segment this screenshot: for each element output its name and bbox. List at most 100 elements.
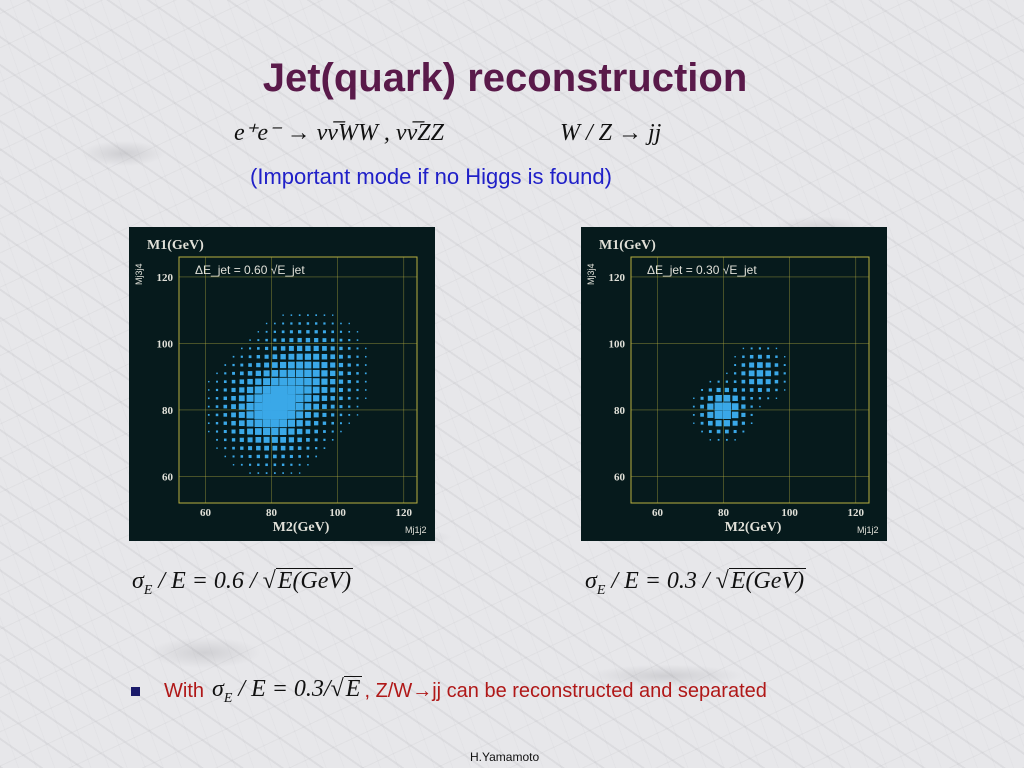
density-marker (254, 428, 262, 435)
density-marker (240, 355, 243, 358)
density-marker (722, 402, 732, 411)
density-marker (239, 387, 245, 393)
sigma-symbol: σ (132, 568, 144, 594)
density-marker (247, 378, 253, 385)
density-marker (732, 395, 738, 402)
density-marker (232, 446, 235, 450)
x-tick-label: 60 (200, 507, 212, 519)
density-marker (332, 314, 334, 316)
density-marker (273, 454, 277, 459)
x-axis-side-label: Mj1j2 (857, 525, 879, 535)
density-marker (272, 354, 278, 360)
density-marker (272, 445, 278, 451)
density-marker (216, 447, 218, 449)
density-marker (265, 322, 268, 325)
density-marker (232, 363, 235, 367)
density-marker (758, 347, 762, 350)
density-marker (724, 387, 730, 393)
density-marker (775, 355, 778, 358)
density-marker (288, 437, 295, 443)
density-marker (257, 472, 260, 474)
x-tick-label: 100 (781, 507, 798, 519)
density-marker (741, 363, 746, 367)
density-marker (321, 395, 328, 401)
density-marker (749, 379, 755, 385)
density-marker (784, 356, 786, 358)
density-marker (340, 430, 342, 433)
density-marker (295, 369, 304, 378)
density-marker (356, 405, 359, 408)
density-marker (216, 438, 218, 441)
x-axis-label: M2(GeV) (273, 520, 330, 535)
density-marker (715, 420, 722, 427)
formula-middle: / E = 0.3/ (232, 676, 331, 702)
density-marker (255, 370, 261, 377)
density-marker (749, 362, 755, 368)
density-marker (750, 422, 753, 425)
density-marker (783, 372, 786, 375)
density-marker (331, 439, 334, 441)
density-marker (278, 410, 288, 420)
y-axis-label: M1(GeV) (599, 238, 656, 253)
density-marker (313, 395, 320, 402)
density-marker (700, 404, 704, 409)
density-marker (347, 380, 351, 384)
density-marker (700, 421, 704, 425)
density-marker (304, 411, 311, 418)
density-marker (270, 419, 279, 428)
density-marker (348, 405, 351, 408)
density-marker (297, 446, 302, 450)
density-marker (297, 345, 303, 352)
density-marker (321, 387, 328, 393)
density-marker (262, 410, 271, 420)
density-marker (263, 378, 271, 386)
density-marker (270, 402, 280, 411)
density-marker (216, 380, 218, 383)
density-marker (288, 428, 295, 435)
density-marker (304, 361, 312, 369)
density-marker (347, 396, 351, 400)
density-marker (216, 372, 218, 375)
density-marker (330, 354, 336, 360)
x-tick-label: 60 (652, 507, 664, 519)
plot-frame (630, 256, 870, 504)
bullet-marker-icon (131, 686, 140, 696)
y-tick-label: 100 (609, 338, 626, 350)
density-marker (709, 380, 712, 383)
density-marker (774, 363, 779, 367)
density-marker (272, 346, 277, 351)
density-marker (257, 331, 260, 333)
density-marker (298, 322, 301, 325)
density-marker (709, 439, 712, 441)
density-marker (238, 403, 245, 410)
density-marker (215, 397, 219, 400)
density-marker (723, 420, 730, 427)
density-marker (700, 413, 704, 417)
density-marker (765, 370, 772, 377)
density-marker (264, 454, 269, 459)
density-marker (279, 428, 287, 435)
density-marker (298, 455, 301, 458)
density-marker (315, 314, 318, 317)
density-marker (715, 395, 722, 402)
density-marker (356, 363, 359, 367)
density-marker (262, 402, 271, 411)
density-marker (708, 430, 712, 433)
x-axis-side-label: Mj1j2 (405, 525, 427, 535)
density-marker (296, 411, 304, 419)
density-marker (732, 420, 738, 426)
density-marker (356, 355, 359, 358)
density-marker (313, 345, 319, 351)
density-marker (315, 455, 318, 458)
density-marker (296, 420, 303, 427)
density-marker (224, 364, 227, 366)
density-marker (759, 405, 761, 408)
density-marker (287, 402, 296, 411)
density-marker (748, 370, 755, 377)
density-marker (223, 396, 228, 401)
density-marker (356, 397, 359, 400)
y-tick-label: 100 (157, 338, 174, 350)
density-marker (314, 438, 318, 442)
density-marker (289, 454, 293, 459)
density-marker (239, 371, 244, 376)
